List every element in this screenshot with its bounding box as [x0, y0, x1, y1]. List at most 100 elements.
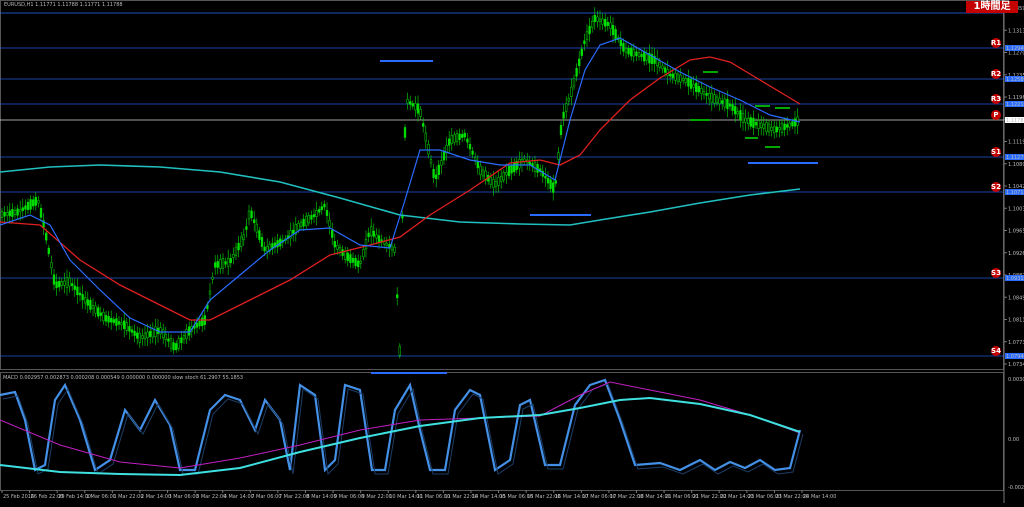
- candle-body: [409, 101, 412, 105]
- candle-body: [112, 319, 115, 323]
- time-label: 29 Feb 14:00: [58, 494, 91, 500]
- pivot-price-tag: [1005, 117, 1024, 123]
- candle-body: [450, 135, 453, 144]
- candle-body: [697, 86, 700, 93]
- candle-body: [528, 161, 531, 165]
- candle-body: [630, 47, 633, 57]
- candle-body: [211, 276, 214, 280]
- candle-body: [455, 133, 459, 143]
- time-label: 11 Mar 06:00: [417, 494, 450, 500]
- candle-body: [58, 281, 61, 288]
- candle-body: [689, 79, 693, 89]
- candle-body: [406, 98, 409, 104]
- candle-body: [307, 215, 310, 224]
- candle-body: [255, 223, 258, 233]
- candle-body: [354, 257, 357, 267]
- candle-body: [180, 337, 183, 344]
- candle-body: [702, 90, 706, 95]
- candle-body: [120, 322, 123, 326]
- candle-body: [123, 320, 126, 329]
- candle-body: [507, 165, 511, 177]
- pivot-label-s3: S3: [991, 269, 1001, 277]
- candle-body: [468, 144, 472, 150]
- pivot-label-s4: S4: [991, 347, 1001, 355]
- candle-body: [476, 161, 479, 169]
- candle-body: [125, 322, 128, 331]
- time-label: 17 Mar 06:00: [582, 494, 615, 500]
- candle-body: [154, 326, 157, 338]
- candle-body: [344, 250, 347, 260]
- candle-body: [661, 65, 664, 70]
- pivot-price: 1.11271: [1006, 155, 1024, 161]
- candle-body: [671, 73, 674, 79]
- time-label: 23 Mar 06:00: [748, 494, 781, 500]
- candle-body: [289, 230, 292, 239]
- candle-body: [572, 78, 576, 87]
- time-label: 9 Mar 06:00: [334, 494, 364, 500]
- candle-body: [429, 159, 433, 164]
- candle-body: [393, 246, 396, 253]
- candle-body: [141, 335, 144, 339]
- candle-body: [299, 221, 303, 227]
- candle-body: [448, 138, 451, 146]
- candle-body: [422, 123, 425, 127]
- candle-body: [588, 25, 591, 34]
- candle-body: [250, 210, 253, 218]
- candle-body: [775, 126, 778, 133]
- candle-body: [640, 54, 643, 57]
- candle-body: [481, 169, 485, 177]
- candle-body: [177, 338, 180, 349]
- time-label: 2 Mar 14:00: [141, 494, 171, 500]
- candle-body: [637, 52, 641, 57]
- time-label: 24 Mar 14:00: [803, 494, 836, 500]
- candle-body: [432, 169, 435, 178]
- time-label: 25 Feb 2016: [3, 494, 34, 500]
- candle-body: [91, 305, 95, 310]
- ma-mid-line: [0, 56, 801, 321]
- candle-body: [292, 229, 295, 234]
- candle-body: [151, 328, 154, 338]
- candle-body: [609, 22, 612, 29]
- candle-body: [8, 210, 11, 217]
- candle-body: [401, 215, 404, 219]
- candle-body: [619, 39, 622, 47]
- candle-body: [778, 127, 781, 130]
- candle-body: [705, 93, 708, 96]
- candle-body: [149, 331, 152, 337]
- candle-body: [182, 335, 186, 340]
- candle-body: [718, 97, 721, 105]
- candle-body: [240, 236, 243, 247]
- price-label: 1.08116: [1008, 318, 1024, 324]
- candles: [0, 7, 799, 359]
- time-label: 10 Mar 14:00: [389, 494, 422, 500]
- candle-body: [99, 312, 102, 316]
- candle-body: [3, 212, 6, 217]
- time-label: 11 Mar 22:00: [444, 494, 477, 500]
- candle-body: [271, 243, 274, 250]
- candle-body: [375, 234, 378, 239]
- candle-body: [474, 157, 477, 161]
- time-label: 26 Feb 22:00: [31, 494, 64, 500]
- pivot-price: 1.10711: [1006, 190, 1024, 196]
- indicator-axis-bottom: -0.002888: [1008, 485, 1024, 491]
- candle-body: [247, 210, 251, 220]
- candle-body: [604, 19, 607, 27]
- candle-body: [643, 51, 646, 62]
- candle-body: [739, 110, 742, 121]
- candle-body: [500, 175, 503, 182]
- pivot-marker-p: [991, 110, 1001, 120]
- candle-body: [593, 14, 596, 22]
- price-label: 1.10421: [1008, 184, 1024, 190]
- candle-body: [175, 343, 178, 350]
- candle-body: [479, 165, 482, 176]
- candle-body: [198, 321, 201, 327]
- candle-body: [567, 97, 570, 102]
- candle-body: [60, 281, 63, 286]
- pivot-price-tag: [1005, 353, 1024, 359]
- candle-body: [611, 25, 615, 35]
- indicator-pane-frame: [0, 372, 1004, 491]
- candle-body: [115, 318, 118, 326]
- candle-body: [614, 29, 617, 40]
